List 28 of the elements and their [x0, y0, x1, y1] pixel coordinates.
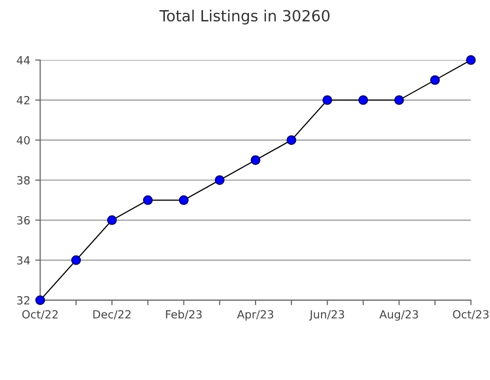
point: [322, 95, 332, 105]
x-tick-label: Dec/22: [93, 310, 131, 320]
point: [71, 255, 81, 266]
y-tick-label: 38: [17, 176, 30, 184]
point: [214, 175, 225, 185]
y-tick-label: 44: [16, 56, 30, 64]
chart-title: Total Listings in 30260: [159, 10, 330, 24]
y-tick-label: 32: [17, 296, 30, 305]
point: [35, 295, 46, 306]
y-tick-label: 36: [17, 216, 30, 225]
x-tick-label: Aug/23: [379, 310, 418, 321]
point: [394, 95, 404, 105]
point: [430, 75, 440, 85]
x-tick-label: Feb/23: [166, 310, 202, 320]
x-tick-label: Oct/23: [452, 310, 489, 320]
y-tick-label: 42: [16, 96, 30, 104]
point: [142, 195, 153, 205]
x-tick-label: Apr/23: [237, 310, 274, 321]
point: [358, 95, 368, 105]
point: [466, 55, 476, 65]
point: [286, 135, 296, 145]
point: [178, 195, 189, 205]
y-tick-label: 34: [17, 256, 30, 265]
x-tick-label: Jun/23: [309, 310, 344, 321]
y-tick-label: 40: [16, 136, 30, 144]
point: [107, 215, 117, 226]
x-tick-label: Oct/22: [22, 310, 58, 320]
point: [250, 155, 260, 165]
